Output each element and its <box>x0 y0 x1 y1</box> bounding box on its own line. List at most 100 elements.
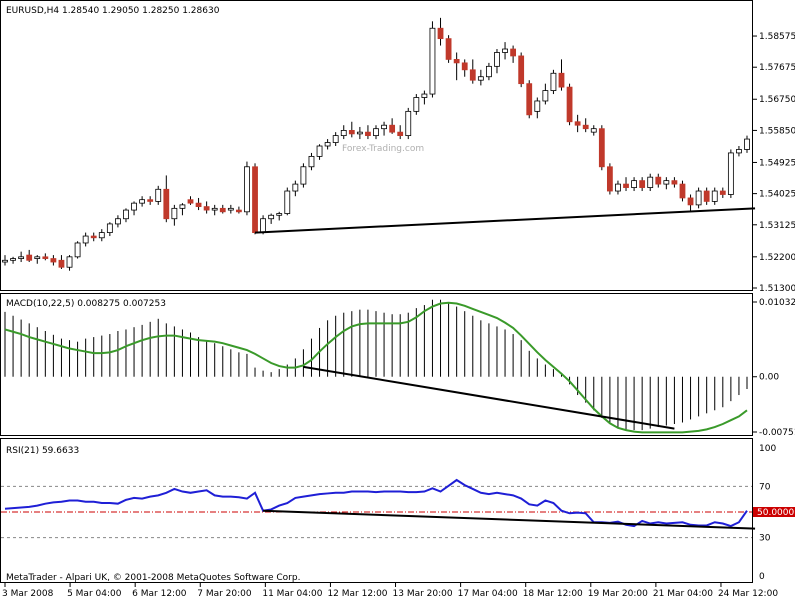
candle-body <box>50 258 57 263</box>
x-tick-label: 24 Mar 12:00 <box>718 589 778 599</box>
price-tick-label: 1.57675 <box>759 63 795 73</box>
price-tick-label: 1.53125 <box>759 221 795 231</box>
candle-body <box>663 180 670 185</box>
candle-body <box>518 55 525 85</box>
price-tick-label: 1.55850 <box>759 126 795 136</box>
candle-body <box>82 235 89 244</box>
candle-body <box>510 48 517 57</box>
candle-body <box>227 207 234 211</box>
candle-body <box>711 190 718 202</box>
candle-body <box>179 204 186 209</box>
candle-body <box>413 97 420 112</box>
candle-body <box>300 166 307 185</box>
candle-body <box>2 259 8 263</box>
x-tick-label: 6 Mar 12:00 <box>132 589 187 599</box>
candle-body <box>332 135 339 143</box>
candle-body <box>155 188 162 202</box>
candle-body <box>615 183 621 192</box>
candle-body <box>389 124 396 133</box>
candle-body <box>163 188 170 220</box>
candle-body <box>671 180 678 185</box>
x-tick-label: 17 Mar 04:00 <box>458 589 518 599</box>
candle-body <box>606 166 613 192</box>
candle-body <box>486 65 492 78</box>
axis-labels: 1.58575 1.57675 1.56750 1.55850 1.54925 1.540… <box>2 32 795 599</box>
candle-body <box>598 128 605 168</box>
x-tick-label: 11 Mar 04:00 <box>262 589 322 599</box>
candle-body <box>647 176 654 188</box>
candle-body <box>115 218 121 225</box>
candle-body <box>356 131 363 135</box>
candle-body <box>10 258 16 261</box>
candle-body <box>131 202 137 211</box>
candle-body <box>558 72 565 88</box>
candle-body <box>58 259 65 268</box>
candle-body <box>445 38 452 60</box>
candle-body <box>744 138 750 150</box>
rsi-tick-label: 50.0000 <box>757 508 794 518</box>
price-panel[interactable] <box>0 0 753 291</box>
candle-body <box>244 166 250 213</box>
candle-body <box>477 76 484 81</box>
price-tick-label: 1.58575 <box>759 32 795 42</box>
candle-body <box>639 180 646 188</box>
candle-body <box>373 128 379 137</box>
price-header: EURUSD,H4 1.28540 1.29050 1.28250 1.2863… <box>6 6 220 16</box>
candle-body <box>502 48 508 53</box>
candle-body <box>429 27 436 95</box>
x-tick-label: 18 Mar 12:00 <box>523 589 583 599</box>
candle-body <box>631 180 637 188</box>
rsi-trendline <box>263 509 756 530</box>
rsi-panel[interactable] <box>0 438 753 583</box>
candle-body <box>26 254 33 261</box>
candle-body <box>461 62 468 71</box>
x-tick-label: 12 Mar 12:00 <box>327 589 387 599</box>
candle-body <box>574 121 581 126</box>
candle-body <box>582 124 589 130</box>
candle-body <box>623 183 629 188</box>
candle-body <box>260 218 266 233</box>
candle-body <box>139 199 146 204</box>
x-tick-label: 5 Mar 04:00 <box>67 589 122 599</box>
price-tick-label: 1.54025 <box>759 190 795 200</box>
candle-body <box>123 209 129 220</box>
candle-body <box>268 214 275 220</box>
candle-body <box>98 232 105 239</box>
rsi-tick-label: 30 <box>759 534 771 544</box>
candle-body <box>550 72 557 91</box>
candle-body <box>687 197 694 206</box>
rsi-tick-label: 100 <box>759 444 776 454</box>
x-tick-label: 13 Mar 20:00 <box>393 589 453 599</box>
candle-body <box>276 213 283 216</box>
candle-body <box>566 86 573 123</box>
x-tick-label: 3 Mar 2008 <box>2 589 54 599</box>
candle-body <box>308 155 315 168</box>
candle-body <box>405 110 412 137</box>
x-tick-label: 7 Mar 20:00 <box>197 589 252 599</box>
candle-body <box>727 152 734 195</box>
candle-body <box>203 206 210 211</box>
macd-series <box>4 299 748 434</box>
candle-body <box>316 145 323 157</box>
candle-body <box>526 83 533 116</box>
candle-body <box>284 190 291 214</box>
price-trendline <box>254 207 756 234</box>
price-candles <box>2 17 756 271</box>
candle-body <box>453 59 460 64</box>
candle-body <box>90 235 97 239</box>
candle-body <box>211 207 218 211</box>
macd-tick-label: 0.00 <box>759 373 779 383</box>
candle-body <box>542 90 549 102</box>
candle-body <box>469 69 476 81</box>
price-tick-label: 1.52200 <box>759 253 795 263</box>
candle-body <box>679 183 686 199</box>
candle-body <box>736 149 742 154</box>
candle-body <box>437 27 444 40</box>
candle-body <box>348 130 355 135</box>
candle-body <box>252 166 258 233</box>
candle-body <box>590 128 597 133</box>
candle-body <box>340 130 347 137</box>
candle-body <box>219 207 226 213</box>
candle-body <box>235 209 242 213</box>
